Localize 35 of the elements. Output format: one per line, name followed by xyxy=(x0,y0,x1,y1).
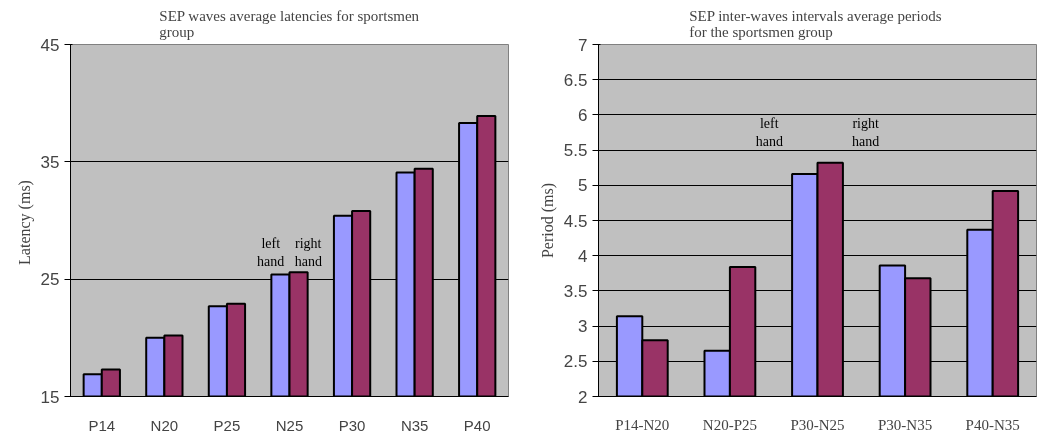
x-tick-label: N35 xyxy=(400,416,429,434)
series-label: right hand xyxy=(852,115,880,149)
y-tick-label: 45 xyxy=(40,35,60,55)
x-tick-label: N25 xyxy=(275,416,304,434)
x-tick-label: P14-N20 xyxy=(615,416,670,433)
x-tick-label: N20-P25 xyxy=(702,416,757,433)
y-tick-label: 5.5 xyxy=(563,141,588,161)
y-tick-label: 25 xyxy=(40,270,60,290)
y-tick-label: 3 xyxy=(578,317,588,337)
x-tick-label: P30 xyxy=(338,416,366,434)
x-tick-label: P14 xyxy=(88,416,116,434)
y-tick-label: 7 xyxy=(578,35,588,55)
series-label: left hand xyxy=(755,115,783,149)
y-tick-label: 35 xyxy=(40,152,60,172)
x-tick-label: P25 xyxy=(213,416,241,434)
y-axis-title: Period (ms) xyxy=(538,182,557,259)
chart-title: SEP inter-waves intervals average periods for the sportsmen group xyxy=(689,7,942,40)
y-tick-label: 4.5 xyxy=(563,211,588,231)
x-tick-label: P40-N35 xyxy=(965,416,1020,433)
y-tick-label: 15 xyxy=(40,387,60,407)
y-tick-label: 4 xyxy=(578,246,588,266)
series-label: right hand xyxy=(294,235,322,269)
chart-title: SEP waves average latencies for sportsmen group xyxy=(159,7,420,40)
y-tick-label: 2 xyxy=(578,387,588,407)
y-tick-label: 6 xyxy=(578,105,588,125)
y-tick-label: 6.5 xyxy=(563,70,588,90)
y-tick-label: 3.5 xyxy=(563,281,588,301)
x-tick-label: P30-N25 xyxy=(790,416,845,433)
series-label: left hand xyxy=(257,235,285,269)
y-axis-title: Latency (ms) xyxy=(15,180,34,265)
x-tick-label: P30-N35 xyxy=(878,416,933,433)
y-tick-label: 2.5 xyxy=(563,352,588,372)
x-tick-label: P40 xyxy=(463,416,491,434)
x-tick-label: N20 xyxy=(150,416,179,434)
y-tick-label: 5 xyxy=(578,176,588,196)
